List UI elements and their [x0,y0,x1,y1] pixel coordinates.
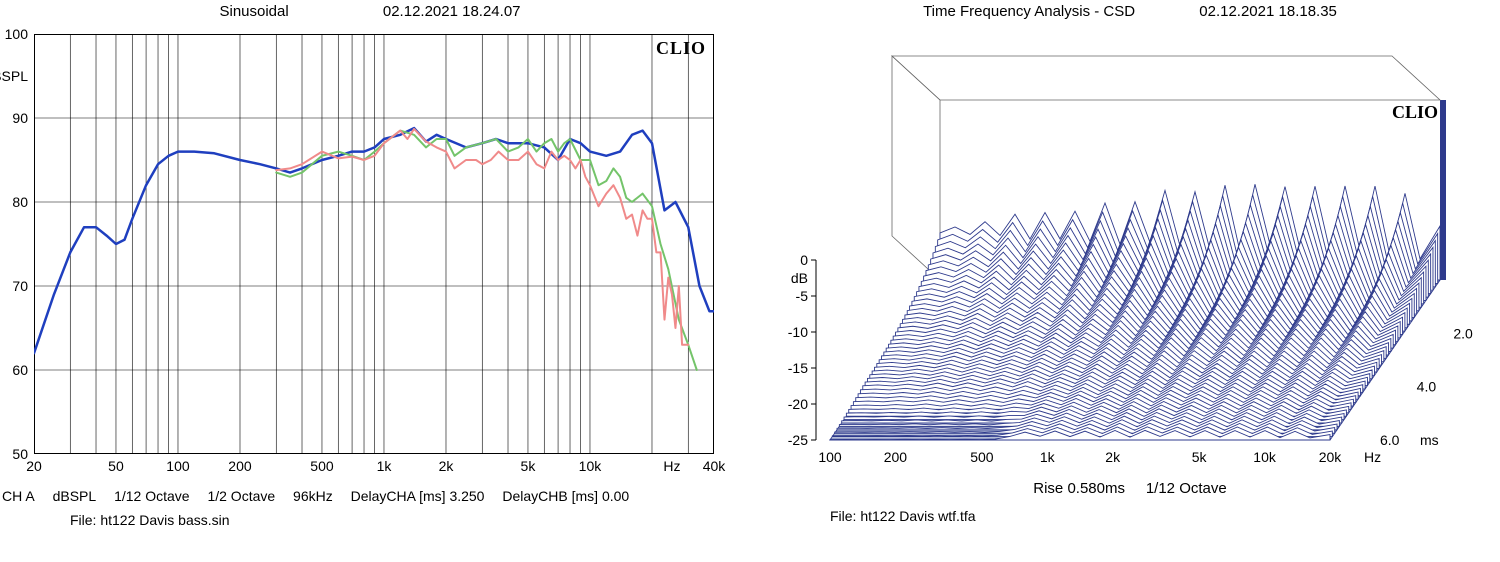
svg-text:2k: 2k [1105,449,1121,465]
left-plot-svg [34,34,714,454]
right-file-line: File: ht122 Davis wtf.tfa [830,508,976,524]
svg-text:6.0: 6.0 [1380,432,1400,448]
svg-text:2.0: 2.0 [1453,325,1473,341]
left-info-sm1: 1/12 Octave [114,488,190,504]
left-info-db-v: 0.00 [602,488,629,504]
x-tick-label: 50 [108,458,124,474]
svg-text:ms: ms [1420,432,1439,448]
x-tick-label: 40k [703,458,726,474]
right-info-rise: Rise 0.580ms [1033,480,1125,497]
svg-text:0: 0 [800,252,808,268]
svg-text:1k: 1k [1040,449,1056,465]
x-tick-label: 1k [377,458,392,474]
right-chart-header: Time Frequency Analysis - CSD 02.12.2021… [760,0,1500,24]
svg-text:-25: -25 [788,432,808,448]
right-chart-timestamp: 02.12.2021 18.18.35 [1199,0,1337,24]
y-tick-label: 70 [12,278,28,294]
svg-text:-15: -15 [788,360,808,376]
svg-text:-20: -20 [788,396,808,412]
left-chart-header: Sinusoidal 02.12.2021 18.24.07 [0,0,740,24]
left-info-db-l: DelayCHB [ms] [502,488,598,504]
left-file-line: File: ht122 Davis bass.sin [70,512,740,528]
left-info-unit: dBSPL [53,488,97,504]
x-tick-label: 500 [310,458,333,474]
left-info-da-v: 3.250 [449,488,484,504]
left-info-fs: 96kHz [293,488,333,504]
y-tick-label: 80 [12,194,28,210]
right-plot-area: -25-20-15-10-50dB0.02.04.06.0ms100200500… [770,30,1490,470]
svg-text:200: 200 [884,449,908,465]
svg-text:10k: 10k [1253,449,1277,465]
svg-text:20k: 20k [1319,449,1343,465]
x-axis-unit: Hz [663,458,680,474]
svg-text:dB: dB [791,270,808,286]
svg-text:100: 100 [818,449,842,465]
x-tick-label: 5k [521,458,536,474]
right-plot-svg: -25-20-15-10-50dB0.02.04.06.0ms100200500… [770,30,1490,470]
svg-text:Hz: Hz [1364,449,1381,465]
left-chart-title: Sinusoidal [219,0,288,24]
x-tick-label: 20 [26,458,42,474]
right-chart-panel: Time Frequency Analysis - CSD 02.12.2021… [760,0,1500,562]
y-tick-label: 60 [12,362,28,378]
svg-text:4.0: 4.0 [1417,379,1437,395]
y-tick-label: 90 [12,110,28,126]
left-chart-panel: Sinusoidal 02.12.2021 18.24.07 CLIO 5060… [0,0,740,562]
x-tick-label: 2k [439,458,454,474]
left-chart-timestamp: 02.12.2021 18.24.07 [383,0,521,24]
right-info-sm: 1/12 Octave [1146,480,1227,497]
left-plot-area: CLIO 5060708090100dBSPL 20501002005001k2… [34,34,714,454]
x-tick-label: 10k [579,458,602,474]
x-tick-label: 100 [166,458,189,474]
left-info-sm2: 1/2 Octave [207,488,275,504]
left-info-da-l: DelayCHA [ms] [351,488,446,504]
x-tick-label: 200 [228,458,251,474]
left-info-ch: CH A [2,488,35,504]
svg-text:-5: -5 [796,288,809,304]
svg-text:5k: 5k [1192,449,1208,465]
right-info-line: Rise 0.580ms 1/12 Octave [760,480,1500,497]
left-info-line: CH A dBSPL 1/12 Octave 1/2 Octave 96kHz … [2,488,740,504]
svg-text:500: 500 [970,449,994,465]
svg-text:CLIO: CLIO [1392,102,1438,122]
svg-text:-10: -10 [788,324,808,340]
y-tick-label: 100 [5,26,28,42]
right-chart-title: Time Frequency Analysis - CSD [923,0,1135,24]
y-axis-unit: dBSPL [0,68,28,84]
page: Sinusoidal 02.12.2021 18.24.07 CLIO 5060… [0,0,1500,562]
